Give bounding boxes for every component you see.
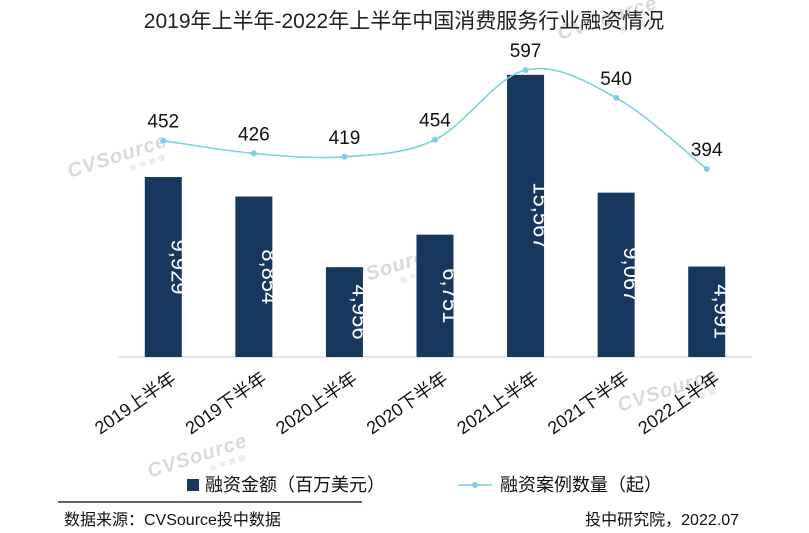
category-label: 2020上半年 xyxy=(272,368,361,438)
line-point xyxy=(160,137,167,144)
bar xyxy=(597,192,635,357)
bar xyxy=(325,267,363,357)
bar-value-label: 6,751 xyxy=(438,268,463,323)
line-point xyxy=(432,136,438,143)
bar-value-label: 15,567 xyxy=(529,182,554,249)
line-value-label: 452 xyxy=(147,112,179,133)
line-value-label: 419 xyxy=(329,128,361,149)
footer-source: 数据来源：CVSource投中数据 xyxy=(64,511,281,529)
line-value-label: 540 xyxy=(600,69,632,90)
line-value-label: 597 xyxy=(510,41,542,62)
bar xyxy=(507,74,545,358)
bar-value-label: 9,929 xyxy=(166,239,191,294)
chart-title: 2019年上半年-2022年上半年中国消费服务行业融资情况 xyxy=(144,10,664,33)
bar-series xyxy=(144,74,726,358)
bar-value-label: 8,854 xyxy=(257,249,282,304)
bar xyxy=(688,266,726,357)
category-label: 2019上半年 xyxy=(91,368,180,438)
legend-line-marker xyxy=(472,482,478,488)
footer-credit: 投中研究院，2022.07 xyxy=(585,511,739,529)
line-value-label: 394 xyxy=(691,140,723,161)
category-label: 2021上半年 xyxy=(453,368,542,438)
bar xyxy=(235,196,273,357)
line-value-label: 426 xyxy=(238,124,270,145)
bar xyxy=(144,177,182,357)
bar-value-label: 9,067 xyxy=(619,247,644,302)
legend-bar-label: 融资金额（百万美元） xyxy=(205,475,385,495)
bar-value-label: 4,956 xyxy=(347,285,372,340)
category-label: 2020下半年 xyxy=(363,368,452,438)
line-point xyxy=(522,67,529,73)
line-value-label: 454 xyxy=(419,111,451,132)
category-label: 2019下半年 xyxy=(182,368,271,438)
bar-labels: 9,929 8,854 4,956 6,751 15,567 9,067 4,991 xyxy=(166,182,734,339)
line-point xyxy=(703,166,710,172)
line-point xyxy=(250,150,257,157)
legend: 融资金额（百万美元） 融资案例数量（起） xyxy=(187,475,662,495)
bar xyxy=(416,234,454,357)
legend-bar-swatch xyxy=(187,479,199,491)
line-point xyxy=(341,153,348,160)
line-series: 452 426 419 454 597 540 394 xyxy=(147,41,723,172)
legend-line-label: 融资案例数量（起） xyxy=(500,475,662,495)
bar-value-label: 4,991 xyxy=(710,284,735,339)
line-point xyxy=(613,94,620,101)
svg-text:CVSource: CVSource xyxy=(65,130,170,183)
